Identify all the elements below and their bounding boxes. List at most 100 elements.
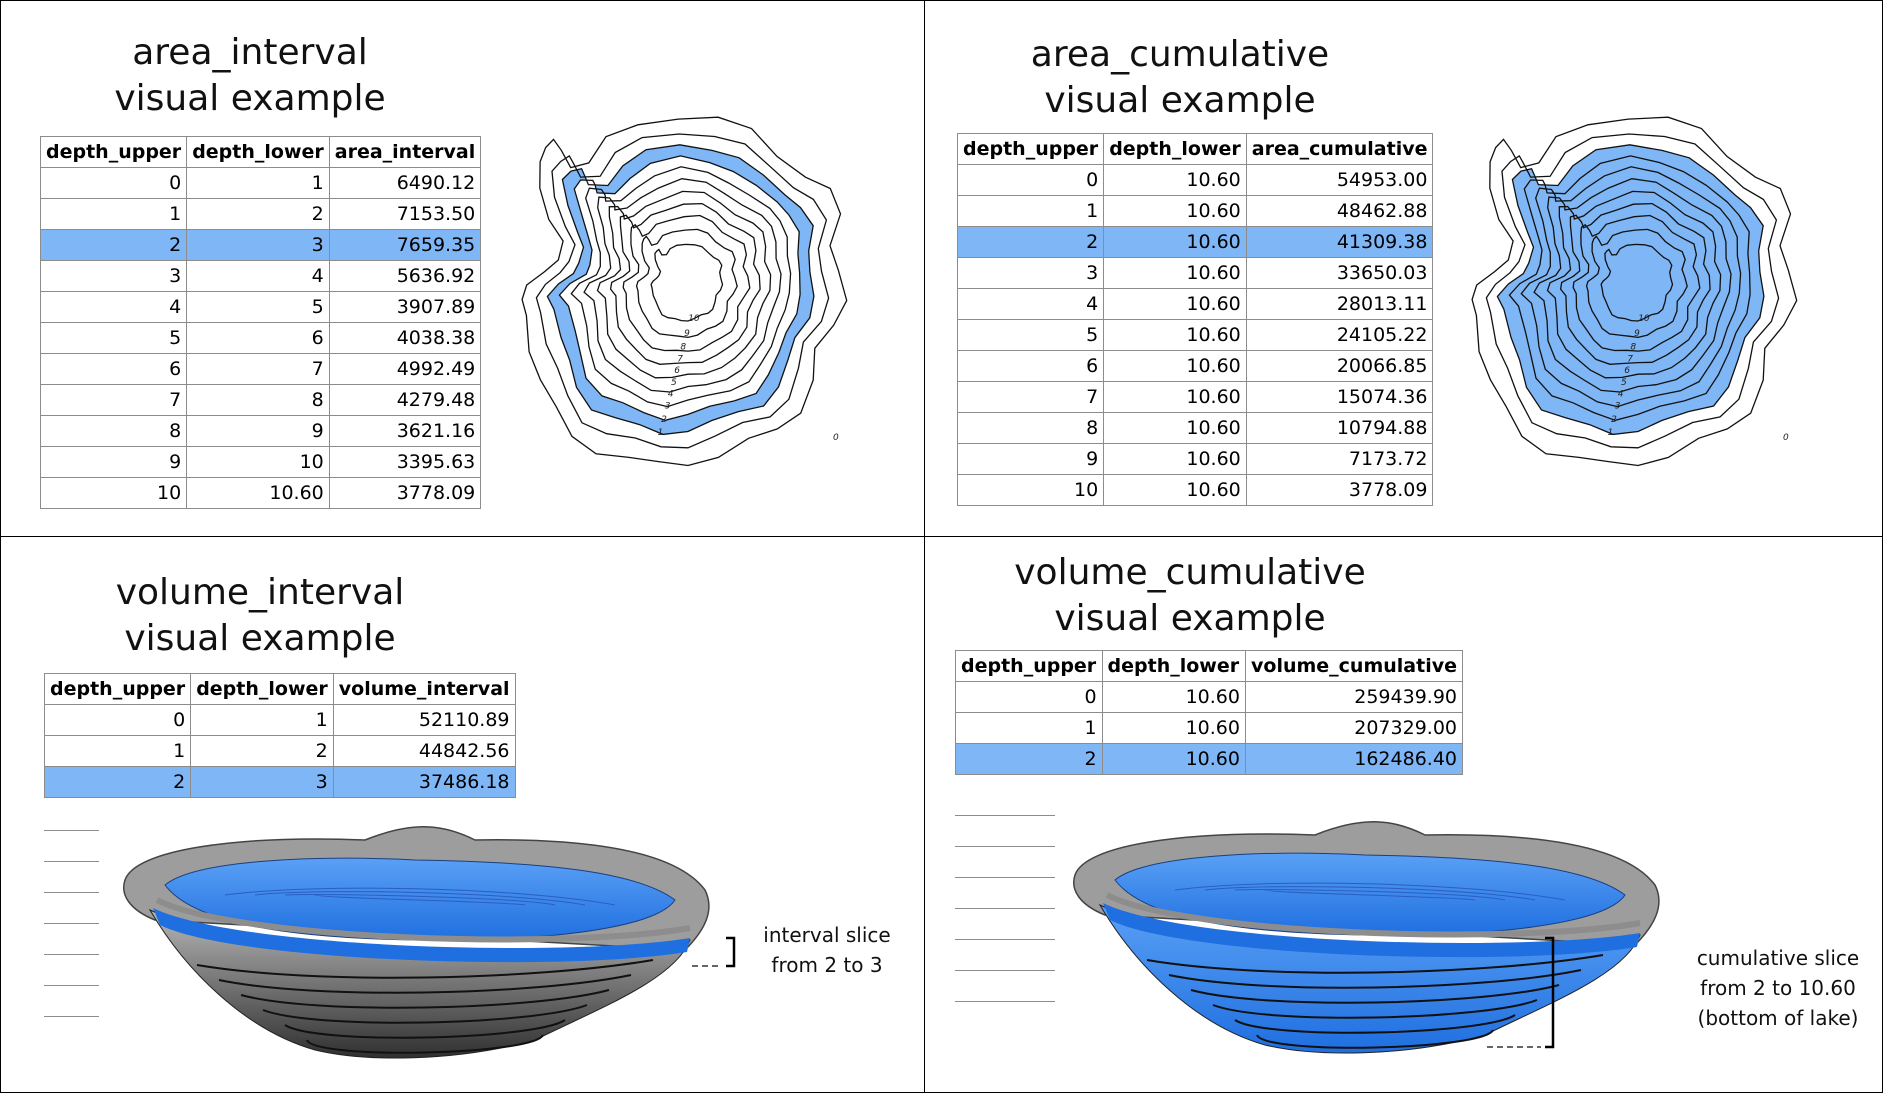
- contour-line: [596, 190, 772, 379]
- table-cell: 6: [186, 322, 330, 354]
- table-cell: 4279.48: [328, 384, 482, 416]
- contour-line: [546, 144, 815, 436]
- column-header: depth_upper: [955, 650, 1103, 682]
- table-cell: 3: [956, 257, 1105, 289]
- volume-interval-table-stub: [44, 800, 99, 1017]
- table-cell: 10.60: [1101, 712, 1247, 744]
- table-cell: 10.60: [1103, 381, 1247, 413]
- table-row: 1 2 7153.50: [39, 198, 482, 230]
- table-row: 7 8 4279.48: [39, 384, 482, 416]
- table-cell: 37486.18: [332, 766, 516, 798]
- table-cell: 4: [186, 260, 330, 292]
- table-row: 4 10.60 28013.11: [956, 288, 1434, 320]
- contour-line: [635, 228, 738, 339]
- horizontal-divider: [0, 536, 1883, 537]
- table-cell: 4: [39, 291, 188, 323]
- contour-line: [558, 155, 801, 421]
- table-row: 10 10.60 3778.09: [39, 477, 482, 509]
- table-cell: 5636.92: [328, 260, 482, 292]
- column-header: area_interval: [328, 136, 482, 168]
- table-cell: 6: [956, 350, 1105, 382]
- volume-cumulative-lake-3d: [1073, 821, 1660, 1054]
- table-cell: 33650.03: [1245, 257, 1434, 289]
- column-header: depth_upper: [956, 133, 1105, 165]
- table-cell: 8: [186, 384, 330, 416]
- contour-line: [1496, 144, 1765, 436]
- vertical-divider: [924, 0, 925, 1093]
- contour-label: 6: [1624, 366, 1630, 376]
- contour-label: 1: [658, 428, 664, 438]
- highlighted-table-row: 2 10.60 41309.38: [956, 226, 1434, 258]
- volume-cumulative-table: depth_upper depth_lower volume_cumulative 0…: [955, 650, 1463, 775]
- table-row: 10 10.60 3778.09: [956, 474, 1434, 506]
- column-header: depth_upper: [39, 136, 188, 168]
- highlighted-table-row: 2 3 37486.18: [43, 766, 516, 798]
- contour-label: 0: [833, 433, 839, 443]
- volume-interval-title: volume_interval visual example: [115, 572, 405, 659]
- table-row: 0 10.60 259439.90: [955, 681, 1463, 713]
- table-cell: 28013.11: [1245, 288, 1434, 320]
- table-cell: 10.60: [1103, 164, 1247, 196]
- volume-interval-table: depth_upper depth_lower volume_interval 0 1 5…: [43, 673, 516, 798]
- table-cell: 10.60: [1103, 226, 1247, 258]
- contour-line: [1572, 214, 1701, 352]
- table-cell: 1: [186, 167, 330, 199]
- column-header: area_cumulative: [1245, 133, 1434, 165]
- table-cell: 1: [955, 712, 1103, 744]
- table-cell: 2: [955, 743, 1103, 775]
- table-cell: 15074.36: [1245, 381, 1434, 413]
- contour-line: [521, 116, 848, 467]
- table-cell: 10.60: [1103, 195, 1247, 227]
- contour-line: [1485, 133, 1780, 449]
- contour-label: 10: [688, 314, 700, 324]
- table-cell: 9: [956, 443, 1105, 475]
- table-cell: 2: [43, 766, 192, 798]
- interval-slice-bracket: [692, 936, 736, 968]
- table-cell: 9: [186, 415, 330, 447]
- table-cell: 3: [186, 229, 330, 261]
- highlighted-table-row: 2 10.60 162486.40: [955, 743, 1463, 775]
- table-cell: 1: [39, 198, 188, 230]
- table-row: 9 10.60 7173.72: [956, 443, 1434, 475]
- contour-label: 8: [1630, 343, 1636, 353]
- column-header: depth_lower: [186, 136, 330, 168]
- table-cell: 10.60: [1101, 681, 1247, 713]
- table-row: 3 10.60 33650.03: [956, 257, 1434, 289]
- contour-label: 6: [674, 366, 680, 376]
- table-row: 4 5 3907.89: [39, 291, 482, 323]
- contour-label: 8: [680, 343, 686, 353]
- table-cell: 0: [955, 681, 1103, 713]
- contour-label: 2: [1611, 415, 1617, 425]
- table-cell: 3907.89: [328, 291, 482, 323]
- table-row: 7 10.60 15074.36: [956, 381, 1434, 413]
- contour-line: [1508, 155, 1751, 421]
- table-cell: 44842.56: [332, 735, 516, 767]
- area-cumulative-title: area_cumulative visual example: [1030, 34, 1330, 121]
- table-cell: 3395.63: [328, 446, 482, 478]
- table-cell: 5: [39, 322, 188, 354]
- table-row: 9 10 3395.63: [39, 446, 482, 478]
- table-row: 3 4 5636.92: [39, 260, 482, 292]
- contour-line: [583, 178, 782, 393]
- table-cell: 10.60: [1103, 319, 1247, 351]
- contour-label: 4: [1618, 390, 1624, 400]
- table-cell: 8: [956, 412, 1105, 444]
- table-row: 5 6 4038.38: [39, 322, 482, 354]
- table-row: 6 10.60 20066.85: [956, 350, 1434, 382]
- contour-line: [1585, 228, 1688, 339]
- contour-label: 2: [661, 415, 667, 425]
- table-row: 1 10.60 48462.88: [956, 195, 1434, 227]
- contour-line: [570, 166, 792, 408]
- table-row: 8 9 3621.16: [39, 415, 482, 447]
- table-cell: 10: [186, 446, 330, 478]
- contour-label: 4: [668, 390, 674, 400]
- column-header: depth_upper: [43, 673, 192, 705]
- table-cell: 24105.22: [1245, 319, 1434, 351]
- table-cell: 48462.88: [1245, 195, 1434, 227]
- table-cell: 20066.85: [1245, 350, 1434, 382]
- contour-label: 9: [684, 329, 690, 339]
- table-cell: 41309.38: [1245, 226, 1434, 258]
- contour-label: 10: [1638, 314, 1650, 324]
- table-cell: 3778.09: [328, 477, 482, 509]
